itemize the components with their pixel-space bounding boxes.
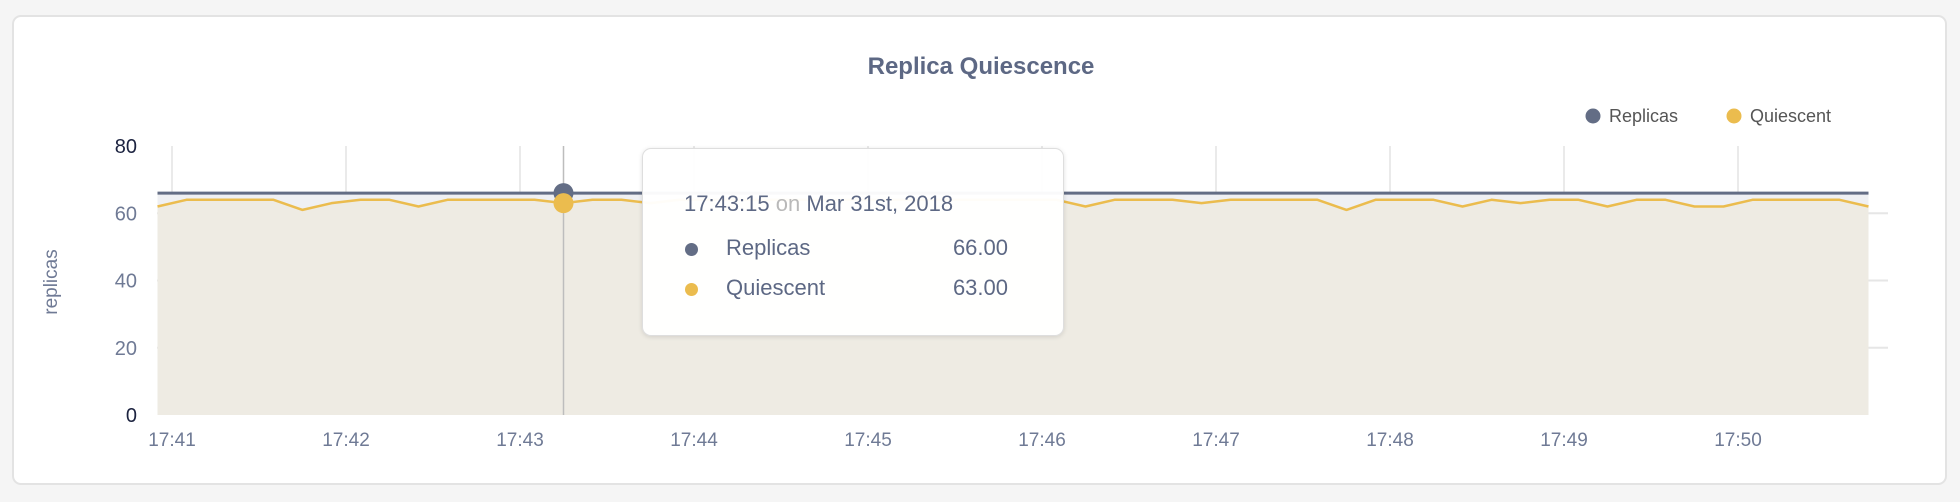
x-tick-label: 17:45 xyxy=(844,430,892,451)
x-tick-label: 17:47 xyxy=(1192,430,1240,451)
y-tick-label: 0 xyxy=(126,405,137,427)
x-tick-label: 17:49 xyxy=(1540,430,1588,451)
tooltip-time: 17:43:15 xyxy=(684,191,770,216)
tooltip-value: 63.00 xyxy=(952,275,1008,300)
x-tick-label: 17:41 xyxy=(148,430,196,451)
y-tick-label: 60 xyxy=(115,203,137,225)
tooltip-label: Quiescent xyxy=(726,275,826,300)
legend-quiescent-label: Quiescent xyxy=(1750,106,1831,126)
x-tick-label: 17:48 xyxy=(1366,430,1414,451)
x-tick-label: 17:42 xyxy=(322,430,370,451)
x-tick-label: 17:43 xyxy=(496,430,544,451)
tooltip-value: 66.00 xyxy=(952,235,1008,260)
chart-title: Replica Quiescence xyxy=(868,53,1095,80)
y-tick-label: 40 xyxy=(115,271,137,293)
y-axis-label: replicas xyxy=(41,249,62,314)
tooltip-header: 17:43:15 on Mar 31st, 2018 xyxy=(684,191,953,217)
tooltip-row-quiescent: Quiescent 63.00 xyxy=(684,273,1008,303)
tooltip: 17:43:15 on Mar 31st, 2018 Replicas 66.0… xyxy=(642,148,1064,336)
x-tick-label: 17:50 xyxy=(1714,430,1762,451)
legend-replicas-dot-icon xyxy=(1585,108,1601,124)
tooltip-row-replicas: Replicas 66.00 xyxy=(684,233,1008,263)
tooltip-date: Mar 31st, 2018 xyxy=(806,191,954,216)
y-tick-label: 20 xyxy=(115,338,137,360)
y-tick-label: 80 xyxy=(115,136,137,158)
replicas-dot-icon xyxy=(685,243,698,256)
quiescent-dot-icon xyxy=(685,283,698,296)
tooltip-on: on xyxy=(775,191,801,216)
x-tick-label: 17:46 xyxy=(1018,430,1066,451)
legend-replicas-label: Replicas xyxy=(1609,106,1678,126)
quiescent-hover-point xyxy=(553,193,574,214)
legend-quiescent-dot-icon xyxy=(1726,108,1742,124)
x-tick-label: 17:44 xyxy=(670,430,718,451)
tooltip-label: Replicas xyxy=(726,235,811,260)
